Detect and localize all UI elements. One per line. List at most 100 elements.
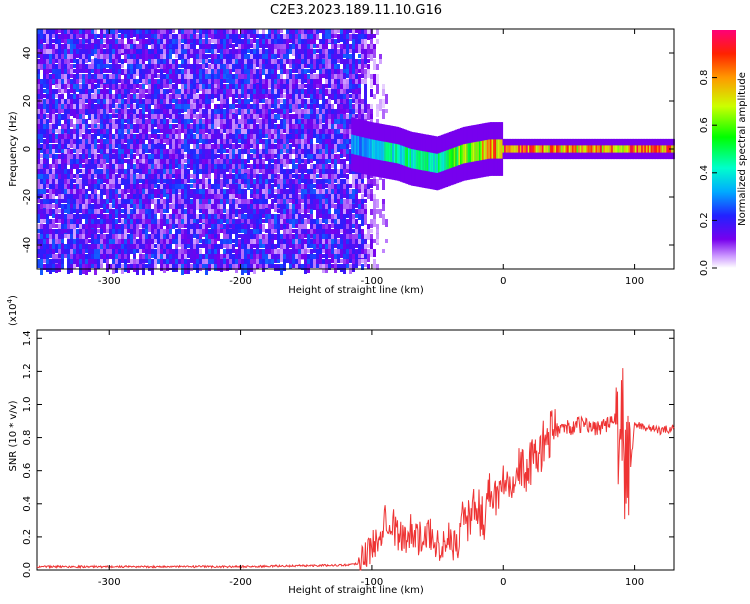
spectrogram-cell [196,139,199,148]
spectrogram-cell [151,139,154,146]
spectrogram-cell [202,69,205,75]
spectrogram-cell [220,114,223,118]
spectrogram-cell [49,184,52,193]
spectrogram-cell [256,59,259,67]
spectrogram-cell [70,179,73,188]
spectrogram-cell [145,254,148,262]
spectrogram-cell [148,79,151,84]
spectrogram-cell [145,54,148,61]
spectrogram-cell [337,59,340,63]
spectrogram-cell [289,39,292,43]
spectrogram-cell [100,84,103,88]
spectrogram-cell [40,184,43,189]
spectrogram-cell [82,199,85,206]
spectrogram-cell [136,44,139,52]
spectrogram-cell [133,204,136,212]
spectrogram-cell [202,229,205,237]
spectrogram-cell [316,249,319,258]
spectrogram-cell [79,129,82,137]
spectrogram-cell [223,69,226,75]
spectrogram-cell [226,44,229,53]
spectrogram-cell [292,164,295,172]
spectrogram-cell [172,134,175,143]
spectrogram-cell [193,74,196,82]
spectrogram-cell [193,249,196,256]
spectrogram-cell [43,239,46,248]
spectrogram-cell [112,84,115,90]
spectrogram-cell [310,79,313,86]
spectrogram-cell [142,114,145,122]
spectrogram-cell [103,49,106,54]
spectrogram-cell [184,129,187,134]
spectrogram-cell [274,199,277,203]
spectrogram-cell [58,169,61,178]
spectrogram-cell [142,69,145,76]
spectrogram-cell [265,164,268,173]
spectrogram-cell [283,259,286,268]
spectrogram-cell [202,124,205,132]
spectrogram-cell [346,189,349,197]
spectrogram-cell [295,59,298,63]
spectrogram-cell [136,189,139,196]
spectrogram-cell [310,244,313,248]
spectrogram-cell [316,179,319,186]
spectrogram-cell [280,199,283,205]
spectrogram-cell [193,59,196,67]
spectrogram-cell [361,29,364,34]
spectrogram-cell [76,149,79,154]
spectrogram-cell [124,224,127,230]
spectrogram-cell [85,174,88,182]
spectrogram-cell [52,64,55,71]
spectrogram-cell [349,164,352,169]
spectrogram-cell [133,244,136,253]
spectrogram-cell [175,254,178,262]
spectrogram-cell [49,129,52,135]
spectrogram-cell [280,204,283,211]
spectrogram-cell [82,144,85,153]
spectrogram-cell [52,139,55,143]
spectrogram-cell [55,144,58,152]
spectrogram-cell [247,49,250,53]
spectrogram-cell [307,114,310,122]
spectrogram-cell [340,169,343,175]
spectrogram-cell [121,159,124,165]
spectrogram-cell [244,49,247,54]
spectrogram-cell [208,74,211,81]
spectrogram-cell [283,34,286,43]
spectrogram-cell [190,204,193,209]
spectrogram-cell [268,109,271,115]
spectrogram-cell [259,39,262,48]
spectrogram-cell [190,104,193,112]
spectrogram-cell [205,239,208,246]
spectrogram-cell [160,44,163,52]
spectrogram-cell [55,134,58,139]
spectrogram-cell [319,209,322,216]
spectrogram-cell [169,249,172,257]
spectrogram-cell [46,254,49,263]
spectrogram-cell [52,29,55,36]
spectrogram-cell [55,139,58,143]
spectrogram-cell [307,109,310,116]
spectrogram-cell [262,139,265,146]
spectrogram-cell [271,54,274,63]
spectrogram-cell [148,219,151,225]
spectrogram-cell [46,89,49,98]
spectrogram-cell [181,189,184,194]
spectrogram-cell [55,184,58,192]
spectrogram-cell [82,169,85,175]
spectrogram-cell [82,249,85,257]
spectrogram-cell [175,34,178,43]
spectrogram-cell [253,169,256,174]
spectrogram-cell [334,199,337,203]
spectrogram-cell [202,159,205,165]
spectrogram-cell [304,234,307,238]
spectrogram-cell [67,204,70,215]
spectrogram-cell [256,264,259,269]
spectrogram-cell [199,129,202,134]
spectrogram-cell [61,239,64,243]
spectrogram-cell [124,134,127,143]
spectrogram-cell [343,74,346,82]
spectrogram-cell [127,139,130,150]
spectrogram-cell [238,179,241,184]
spectrogram-cell [202,134,205,143]
